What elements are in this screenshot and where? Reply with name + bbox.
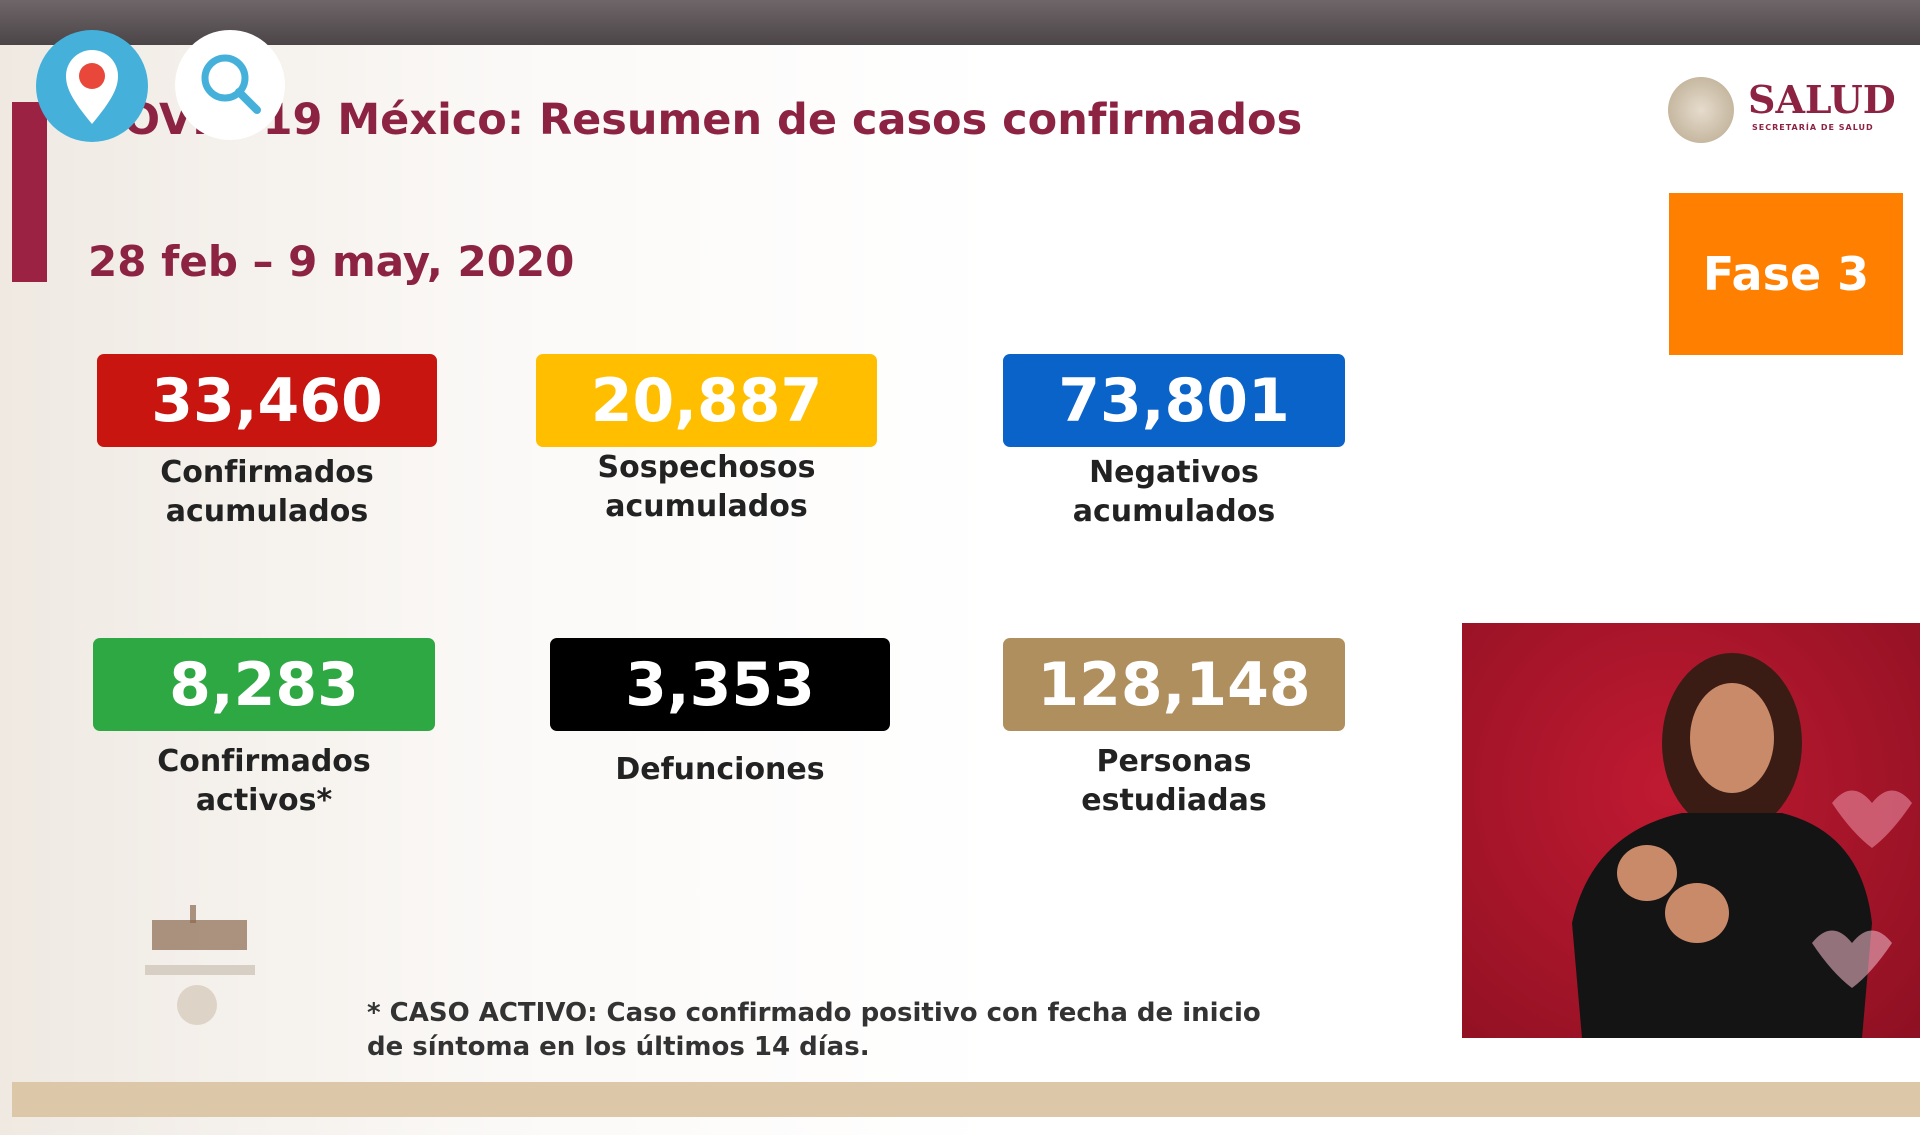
footnote-line: * CASO ACTIVO: Caso confirmado positivo … — [367, 998, 1261, 1028]
label-line: acumulados — [605, 489, 808, 524]
stat-label: Confirmados activos* — [93, 742, 435, 820]
interpreter-figure — [1572, 653, 1912, 1038]
label-line: acumulados — [165, 494, 369, 529]
stat-label: Sospechosos acumulados — [536, 448, 877, 526]
stat-card: 33,460 — [97, 354, 437, 447]
stat-card: 20,887 — [536, 354, 877, 447]
logo-seal — [1668, 77, 1734, 143]
stat-label: Confirmados acumulados — [97, 453, 437, 531]
window-bar — [0, 0, 1920, 45]
bottom-bar — [12, 1082, 1920, 1117]
date-range: 28 feb – 9 may, 2020 — [88, 237, 575, 286]
label-line: acumulados — [1072, 494, 1276, 529]
government-emblem — [145, 905, 255, 1025]
footnote-line: de síntoma en los últimos 14 días. — [367, 1032, 870, 1062]
search-icon — [201, 54, 261, 114]
stat-label: Negativos acumulados — [1003, 453, 1345, 531]
label-line: Sospechosos — [597, 450, 816, 485]
stat-label: Defunciones — [550, 750, 890, 789]
accent-bar — [12, 102, 47, 282]
periscope-button[interactable] — [36, 30, 148, 142]
stat-label: Personas estudiadas — [1003, 742, 1345, 820]
search-button[interactable] — [175, 30, 285, 140]
stat-card: 128,148 — [1003, 638, 1345, 731]
label-line: Confirmados — [157, 744, 371, 779]
salud-logo: SALUD SECRETARÍA DE SALUD — [1668, 73, 1908, 145]
slide-title: COVID-19 México: Resumen de casos confir… — [92, 95, 1303, 145]
label-line: activos* — [195, 783, 333, 818]
label-line: Confirmados — [160, 455, 374, 490]
label-line: Personas — [1096, 744, 1252, 779]
footnote: * CASO ACTIVO: Caso confirmado positivo … — [367, 996, 1261, 1064]
logo-name: SALUD — [1748, 77, 1896, 122]
label-line: Defunciones — [615, 752, 825, 787]
stat-card: 3,353 — [550, 638, 890, 731]
logo-subtitle: SECRETARÍA DE SALUD — [1752, 123, 1874, 132]
phase-badge: Fase 3 — [1669, 193, 1903, 355]
interpreter-video — [1462, 623, 1920, 1038]
label-line: Negativos — [1089, 455, 1259, 490]
stat-card: 73,801 — [1003, 354, 1345, 447]
label-line: estudiadas — [1081, 783, 1267, 818]
periscope-icon — [66, 50, 118, 124]
stat-card: 8,283 — [93, 638, 435, 731]
